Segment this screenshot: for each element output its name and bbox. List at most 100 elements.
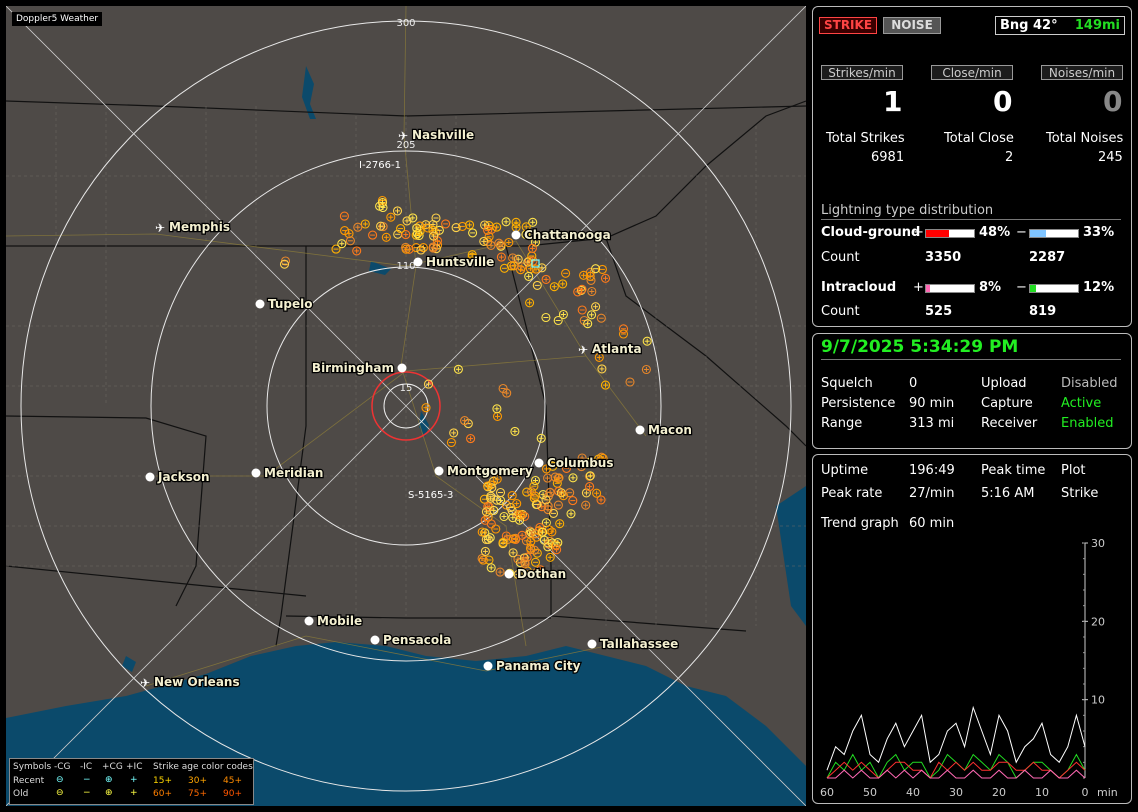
city-label: Meridian [264, 466, 323, 480]
trend-series-line [827, 769, 1086, 779]
strike-marker [547, 527, 557, 537]
strike-marker [568, 496, 578, 506]
ic-plus-percent: 8% [979, 280, 1002, 295]
strike-marker [585, 482, 595, 492]
county-lines [6, 106, 806, 626]
strike-marker [492, 222, 502, 232]
strike-marker [416, 245, 426, 255]
bearing-lines [6, 6, 806, 806]
strike-marker [466, 434, 476, 444]
strike-marker [457, 221, 467, 231]
strike-marker [507, 491, 517, 501]
city-label: Dothan [517, 567, 566, 581]
lightning-map[interactable]: 300 205 110 15 ✈ Nashville ✈ Memphis Chattan… [6, 6, 806, 806]
datetime: 9/7/2025 5:34:29 PM [821, 337, 1019, 357]
city-dot-icon [635, 425, 645, 435]
cg-minus-bar [1029, 229, 1079, 238]
city-birmingham: Birmingham [311, 360, 407, 376]
city-label: Memphis [169, 220, 230, 234]
close-per-min-value: 0 [993, 85, 1013, 118]
cg-minus-count: 2287 [1029, 250, 1066, 265]
strike-marker [558, 309, 568, 320]
trend-series-line [826, 705, 1086, 771]
strike-marker [504, 237, 514, 248]
cg-plus-old-icon: ⊕ [105, 788, 113, 798]
x-tick-label: 40 [906, 786, 920, 799]
strike-markers [279, 195, 652, 580]
strike-marker [339, 211, 349, 221]
range-value: 313 mi [909, 416, 955, 431]
strike-marker [279, 259, 290, 269]
uptime-value: 196:49 [909, 463, 955, 478]
cg-minus-sign: − [1016, 225, 1027, 240]
noise-button[interactable]: NOISE [883, 17, 941, 34]
city-macon: Macon [635, 422, 693, 438]
legend-ic-plus: +IC [126, 762, 143, 772]
strike-marker [587, 286, 597, 297]
city-label: Panama City [496, 659, 581, 673]
inner-ring [383, 383, 429, 429]
y-tick-label: 30 [1091, 537, 1105, 550]
strike-marker [541, 464, 552, 474]
y-tick-label: 10 [1091, 694, 1105, 707]
cg-minus-old-icon: ⊖ [56, 788, 64, 798]
strike-marker [468, 228, 478, 238]
city-label: Huntsville [426, 255, 494, 269]
stats-panel: Uptime 196:49 Peak time Plot Peak rate 2… [812, 454, 1132, 804]
strike-marker [585, 457, 596, 467]
strike-marker [591, 302, 601, 312]
strike-marker [345, 236, 355, 246]
city-dot-icon [434, 466, 444, 476]
city-huntsville: Huntsville [413, 254, 496, 270]
strike-marker [549, 282, 559, 292]
strike-marker [594, 352, 604, 362]
strike-marker [531, 568, 541, 578]
strike-marker [498, 537, 508, 547]
strike-button[interactable]: STRIKE [819, 17, 877, 34]
city-dot-icon [251, 468, 261, 478]
city-dot-icon [145, 472, 155, 482]
range-label-110: 110 [396, 261, 415, 272]
range-rings [20, 20, 792, 792]
strike-marker [479, 236, 489, 246]
trend-graph-label: Trend graph [821, 516, 899, 531]
city-dot-icon [304, 616, 314, 626]
city-memphis: ✈ Memphis [155, 219, 231, 236]
strike-marker [515, 510, 525, 520]
strike-marker [376, 221, 386, 231]
ic-minus-percent: 12% [1083, 280, 1115, 295]
strike-marker [554, 473, 564, 483]
strike-marker [577, 305, 587, 315]
city-pensacola: Pensacola [370, 632, 453, 648]
legend-ic-minus: -IC [80, 762, 93, 772]
strikes-per-min-button[interactable]: Strikes/min [821, 65, 903, 80]
strike-marker [368, 230, 378, 240]
strike-marker [573, 287, 583, 297]
airport-icon: ✈ [140, 676, 150, 690]
strike-marker [618, 329, 629, 339]
recent-strike-marker [531, 259, 540, 268]
x-tick-label: 10 [1035, 786, 1049, 799]
cg-minus-percent: 33% [1083, 225, 1115, 240]
city-tupelo: Tupelo [255, 296, 314, 312]
strike-marker [401, 230, 411, 240]
strike-marker [553, 315, 563, 326]
legend-recent-label: Recent [13, 776, 45, 786]
city-new-orleans: ✈ New Orleans [140, 674, 241, 691]
trend-series-line [826, 761, 1086, 779]
age-90: 90+ [223, 789, 242, 799]
strike-marker [423, 379, 434, 389]
close-per-min-button[interactable]: Close/min [931, 65, 1013, 80]
uptime-label: Uptime [821, 463, 869, 478]
strike-marker [553, 538, 563, 548]
symbol-legend: Symbols -CG -IC +CG +IC Strike age color… [9, 758, 254, 805]
strike-marker [530, 491, 540, 501]
noises-per-min-button[interactable]: Noises/min [1041, 65, 1123, 80]
strike-marker [597, 264, 607, 274]
noises-per-min-value: 0 [1103, 85, 1123, 118]
peak-rate-label: Peak rate [821, 486, 883, 501]
cg-minus-recent-icon: ⊖ [56, 775, 64, 785]
airport-icon: ✈ [398, 129, 408, 143]
strike-marker [579, 270, 589, 280]
strike-marker [421, 403, 431, 413]
